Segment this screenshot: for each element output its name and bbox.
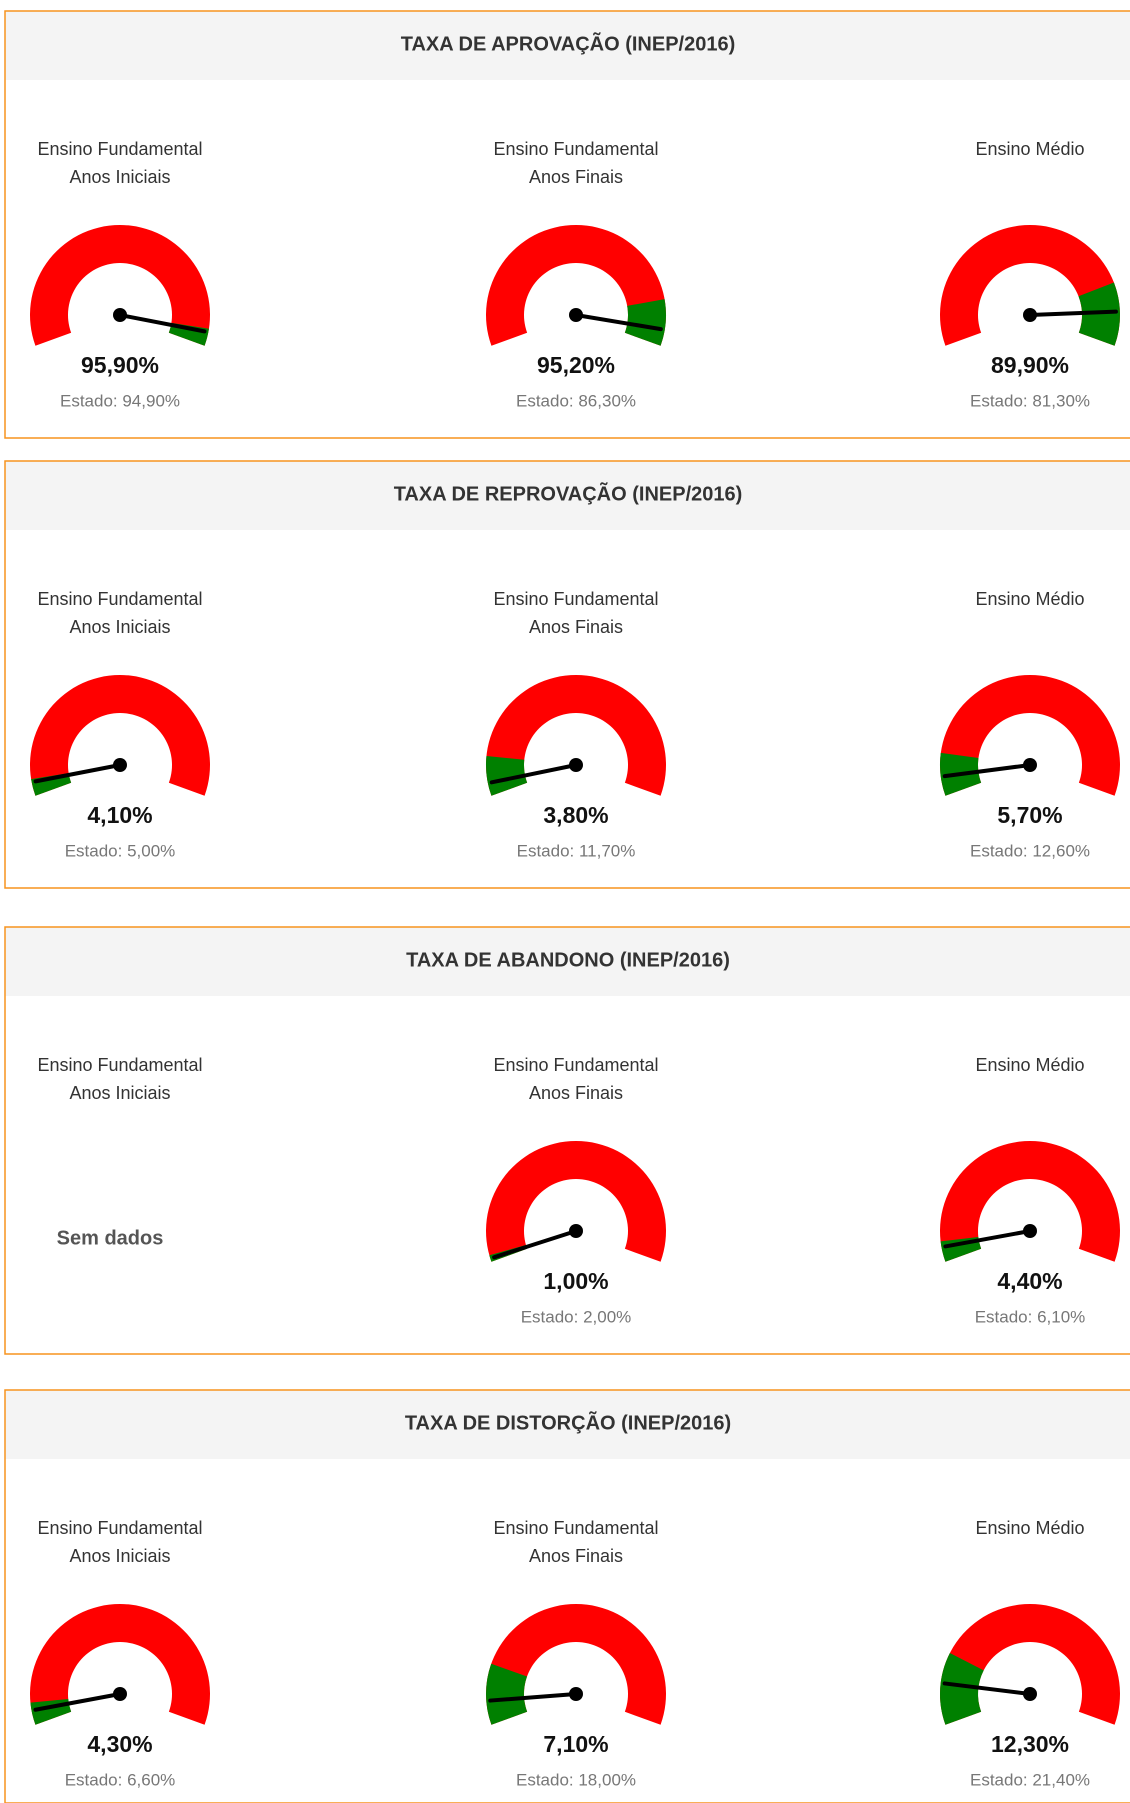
state-value: Estado: 81,30% xyxy=(970,391,1090,410)
needle-hub xyxy=(569,308,583,322)
gauge-value: 12,30% xyxy=(991,1731,1069,1757)
gauge-value: 89,90% xyxy=(991,352,1069,378)
level-label: Ensino Fundamental xyxy=(37,1055,202,1075)
needle-hub xyxy=(113,1687,127,1701)
level-label: Ensino Fundamental xyxy=(493,589,658,609)
level-label: Anos Finais xyxy=(529,617,623,637)
gauge-zone xyxy=(486,1663,528,1725)
panel-border xyxy=(4,926,1130,1355)
gauge-zone xyxy=(486,755,528,796)
gauge-value: 4,30% xyxy=(87,1731,152,1757)
gauge-needle xyxy=(492,1229,578,1260)
state-value: Estado: 11,70% xyxy=(517,841,636,860)
needle-hub xyxy=(1023,1687,1037,1701)
gauge-track xyxy=(940,675,1120,796)
state-value: Estado: 21,40% xyxy=(970,1770,1090,1789)
gauge-needle xyxy=(943,1229,1032,1249)
level-label: Anos Finais xyxy=(529,167,623,187)
gauge-needle xyxy=(489,763,578,785)
gauge-needle xyxy=(942,1681,1032,1696)
panel-header xyxy=(5,461,1130,530)
state-value: Estado: 12,60% xyxy=(970,841,1090,860)
needle-hub xyxy=(1023,758,1037,772)
panel-title: TAXA DE REPROVAÇÃO (INEP/2016) xyxy=(394,482,743,505)
gauge-needle xyxy=(118,313,207,334)
gauge-needle xyxy=(1028,309,1118,317)
level-label: Anos Finais xyxy=(529,1546,623,1566)
level-label: Anos Iniciais xyxy=(69,1546,170,1566)
gauge-needle xyxy=(942,763,1032,779)
state-value: Estado: 6,60% xyxy=(65,1770,176,1789)
level-label: Ensino Médio xyxy=(975,1518,1084,1538)
gauge-zone xyxy=(940,1653,984,1725)
gauge-track xyxy=(30,1604,211,1725)
level-label: Ensino Médio xyxy=(975,139,1084,159)
needle-hub xyxy=(1023,1224,1037,1238)
gauge-value: 1,00% xyxy=(543,1268,608,1294)
gauge-track xyxy=(30,675,211,796)
panel-header xyxy=(5,11,1130,80)
no-data: Sem dados xyxy=(57,1227,164,1249)
state-value: Estado: 2,00% xyxy=(521,1307,632,1326)
panel-header xyxy=(5,1390,1130,1459)
needle-hub xyxy=(113,758,127,772)
gauge-zone xyxy=(624,299,666,346)
gauge-track xyxy=(486,224,667,346)
panel-border xyxy=(4,10,1130,439)
level-label: Ensino Fundamental xyxy=(493,1518,658,1538)
panel-title: TAXA DE DISTORÇÃO (INEP/2016) xyxy=(405,1411,731,1434)
gauge-needle xyxy=(33,1692,122,1712)
panel-title: TAXA DE ABANDONO (INEP/2016) xyxy=(406,949,730,971)
level-label: Ensino Fundamental xyxy=(493,139,658,159)
gauge-value: 95,90% xyxy=(81,352,159,378)
level-label: Ensino Fundamental xyxy=(493,1055,658,1075)
gauge-track xyxy=(940,1604,1120,1725)
gauge-value: 4,40% xyxy=(997,1268,1062,1294)
gauge-value: 5,70% xyxy=(997,802,1062,828)
state-value: Estado: 18,00% xyxy=(516,1770,636,1789)
gauge-value: 7,10% xyxy=(543,1731,608,1757)
state-value: Estado: 6,10% xyxy=(975,1307,1086,1326)
needle-hub xyxy=(1023,308,1037,322)
level-label: Anos Iniciais xyxy=(69,167,170,187)
gauge-value: 3,80% xyxy=(543,802,608,828)
gauge-value: 4,10% xyxy=(87,802,152,828)
level-label: Ensino Fundamental xyxy=(37,139,202,159)
needle-hub xyxy=(569,1687,583,1701)
needle-hub xyxy=(113,308,127,322)
gauge-track xyxy=(30,224,210,346)
level-label: Anos Iniciais xyxy=(69,1083,170,1103)
needle-hub xyxy=(569,758,583,772)
panel-border xyxy=(4,460,1130,889)
level-label: Anos Finais xyxy=(529,1083,623,1103)
level-label: Ensino Fundamental xyxy=(37,589,202,609)
gauge-needle xyxy=(574,313,663,332)
state-value: Estado: 86,30% xyxy=(516,391,636,410)
level-label: Anos Iniciais xyxy=(69,617,170,637)
gauge-track xyxy=(940,1141,1120,1262)
level-label: Ensino Médio xyxy=(975,1055,1084,1075)
state-value: Estado: 94,90% xyxy=(60,391,180,410)
gauge-needle xyxy=(488,1692,578,1703)
state-value: Estado: 5,00% xyxy=(65,841,176,860)
panel-border xyxy=(4,1389,1130,1803)
level-label: Ensino Fundamental xyxy=(37,1518,202,1538)
gauge-track xyxy=(940,225,1120,346)
needle-hub xyxy=(569,1224,583,1238)
panel-header xyxy=(5,927,1130,996)
level-label: Ensino Médio xyxy=(975,589,1084,609)
gauge-track xyxy=(486,1604,666,1725)
gauge-value: 95,20% xyxy=(537,352,615,378)
gauge-track xyxy=(485,1141,666,1262)
gauge-needle xyxy=(33,763,122,784)
gauge-track xyxy=(485,674,666,796)
panel-title: TAXA DE APROVAÇÃO (INEP/2016) xyxy=(401,32,736,55)
